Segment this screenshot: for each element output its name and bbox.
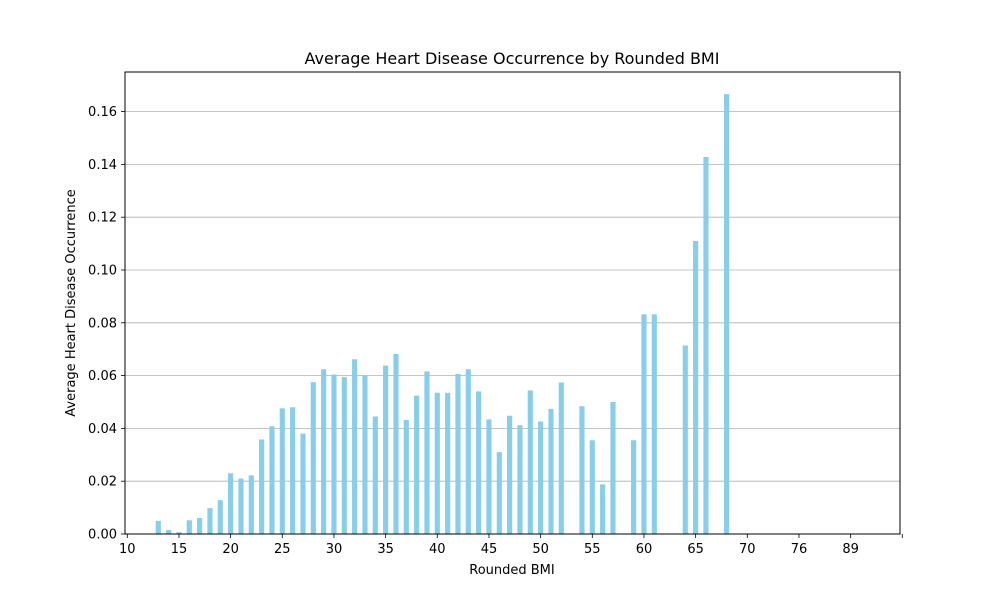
bar <box>527 390 533 534</box>
y-tick-label: 0.00 <box>88 528 117 543</box>
bar <box>372 416 378 534</box>
bar <box>403 419 409 534</box>
bar <box>517 425 523 534</box>
bar <box>579 406 585 534</box>
bar <box>383 365 389 534</box>
bar <box>279 408 285 534</box>
bar <box>341 377 347 534</box>
bar <box>600 484 606 534</box>
bar <box>631 440 637 534</box>
x-tick-label: 70 <box>739 542 756 557</box>
bar <box>434 392 440 534</box>
y-axis-label: Average Heart Disease Occurrence <box>64 189 79 416</box>
bar <box>197 517 203 534</box>
y-tick-label: 0.06 <box>88 369 117 384</box>
y-tick-label: 0.04 <box>88 422 117 437</box>
bar <box>445 392 451 534</box>
bar <box>548 408 554 534</box>
x-tick-label: 30 <box>326 542 343 557</box>
bar <box>393 353 399 534</box>
bar <box>331 374 337 534</box>
x-tick-label: 55 <box>584 542 601 557</box>
bar <box>724 94 730 535</box>
bar <box>166 530 172 534</box>
x-tick-label: 35 <box>377 542 394 557</box>
bar <box>486 419 492 534</box>
bar <box>703 157 709 534</box>
x-tick-label: 20 <box>222 542 239 557</box>
bar <box>589 440 595 534</box>
bar <box>352 359 358 534</box>
y-tick-label: 0.12 <box>88 211 117 226</box>
bar <box>155 520 161 534</box>
x-tick-label: 65 <box>687 542 704 557</box>
bar <box>455 374 461 534</box>
bar <box>248 475 254 534</box>
y-tick-label: 0.02 <box>88 475 117 490</box>
bar <box>558 382 564 534</box>
bar <box>207 508 213 534</box>
x-tick-label: 76 <box>791 542 808 557</box>
bar <box>651 314 657 534</box>
bar <box>321 369 327 534</box>
bar <box>362 375 368 534</box>
bar <box>465 369 471 534</box>
bar <box>217 500 223 534</box>
x-tick-label: 15 <box>171 542 188 557</box>
bar <box>228 473 234 534</box>
bar <box>641 314 647 534</box>
bar <box>176 532 182 534</box>
bar <box>424 371 430 534</box>
bar <box>259 439 265 534</box>
x-tick-label: 10 <box>119 542 136 557</box>
y-axis: 0.00 0.02 0.04 0.06 0.08 0.10 0.12 0.14 0.16 <box>88 105 125 543</box>
y-tick-label: 0.14 <box>88 158 117 173</box>
y-tick-label: 0.08 <box>88 316 117 331</box>
x-tick-label: 40 <box>429 542 446 557</box>
x-axis-label: Rounded BMI <box>469 563 554 578</box>
bar <box>238 478 244 534</box>
y-tick-label: 0.10 <box>88 264 117 279</box>
bar <box>496 452 502 534</box>
bar <box>693 240 699 534</box>
bar <box>290 407 296 534</box>
y-tick-label: 0.16 <box>88 105 117 120</box>
x-tick-label: 50 <box>532 542 549 557</box>
bar <box>682 345 688 534</box>
x-tick-label: 60 <box>636 542 653 557</box>
bar <box>414 395 420 534</box>
bar <box>476 391 482 534</box>
bar <box>300 433 306 534</box>
x-tick-label: 89 <box>842 542 859 557</box>
x-tick-label: 25 <box>274 542 291 557</box>
chart-title: Average Heart Disease Occurrence by Roun… <box>305 49 720 68</box>
bar <box>186 520 192 534</box>
bar <box>610 402 616 534</box>
x-axis: 10 15 20 25 30 35 40 45 50 55 60 65 70 76 89 <box>119 534 903 557</box>
bar <box>507 415 513 534</box>
plot-frame <box>124 71 901 535</box>
bar <box>538 421 544 534</box>
bar <box>310 382 316 534</box>
bars <box>155 94 730 535</box>
x-tick-label: 45 <box>481 542 498 557</box>
bar <box>269 426 275 534</box>
